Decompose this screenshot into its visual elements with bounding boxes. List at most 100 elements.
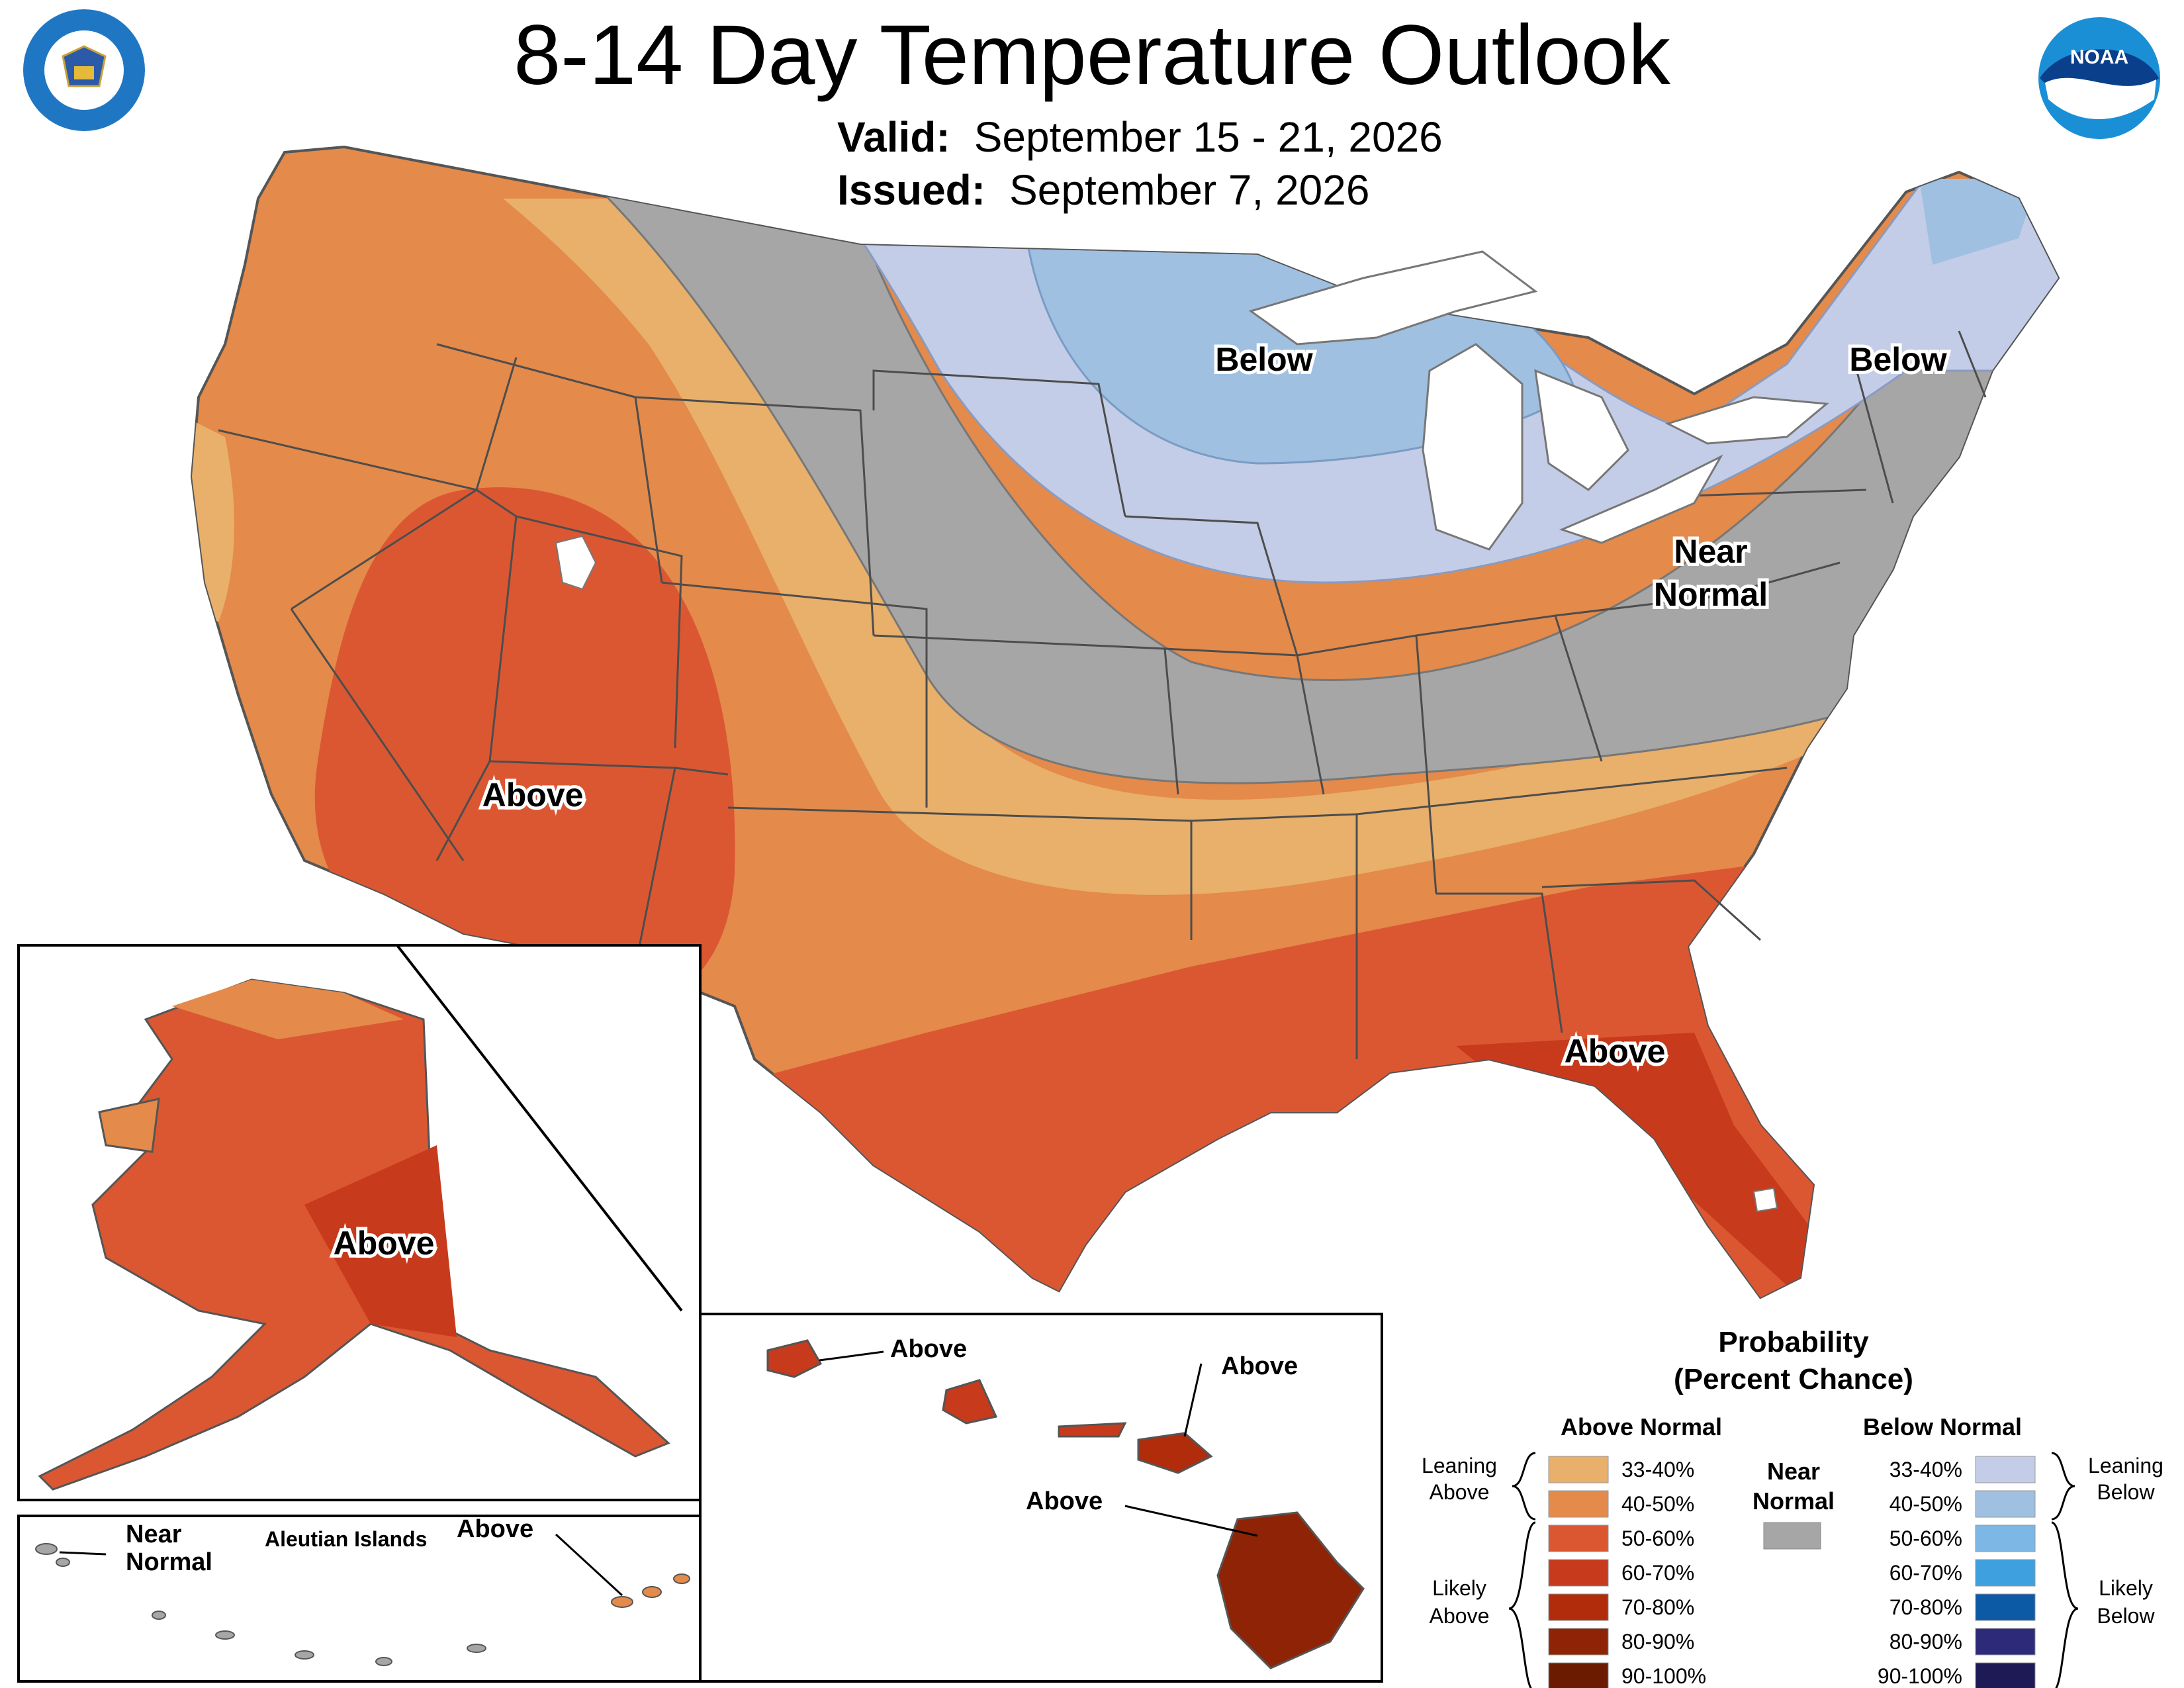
label-alaska-above: Above [334,1225,435,1262]
legend-near-heading-line1: Near [1767,1458,1820,1485]
likely-below-line2: Below [2097,1604,2155,1628]
legend-below-rows: 33-40% 40-50% 50-60% 60-70% 70-80% 80-90% 90-1… [1878,1456,2036,1688]
legend-above-swatch [1548,1456,1609,1483]
legend-above-swatch [1548,1559,1609,1587]
legend-below-label: 40-50% [1889,1492,1962,1516]
hawaii-label-kauai: Above [890,1335,967,1363]
state-boundaries [218,330,1987,1059]
legend-above-heading: Above Normal [1561,1413,1722,1440]
lake-okeechobee [1752,1187,1778,1213]
legend-below-swatch [1975,1490,2036,1518]
big-island-pointer [1124,1505,1258,1537]
aleutian-near-line2: Normal [126,1548,212,1576]
legend-above-label: 80-90% [1621,1630,1694,1654]
label-above-southeast: Above [1565,1033,1666,1070]
valid-line: Valid: September 15 - 21, 2026 [837,113,1443,162]
noaa-logo-icon: NOAA [2038,17,2160,139]
legend-below-label: 90-100% [1878,1664,1962,1688]
likely-below-line1: Likely [2099,1576,2153,1600]
aleutian-islands-title: Aleutian Islands [265,1527,427,1551]
label-near-normal-line2: Normal [1654,576,1768,613]
seward-peninsula [98,1098,160,1153]
label-near-normal-line1: Near [1674,533,1747,570]
issued-line: Issued: September 7, 2026 [837,165,1369,214]
department-of-commerce-seal-icon [23,9,145,131]
issued-date: September 7, 2026 [1009,166,1370,214]
legend-braces [1508,1452,2079,1688]
legend-above-swatch [1548,1593,1609,1621]
hawaii-label-maui: Above [1221,1352,1298,1380]
legend-below-swatch [1975,1524,2036,1552]
maui [1137,1432,1213,1474]
legend-below-swatch [1975,1628,2036,1656]
legend-above-swatch [1548,1524,1609,1552]
zone-below-40-50-maine [1919,179,2038,265]
legend-above-swatch [1548,1628,1609,1656]
legend-near-swatch [1763,1522,1821,1550]
aleutian-near-pointer [59,1551,107,1556]
leaning-above-line1: Leaning [1422,1454,1497,1477]
legend-below-swatch [1975,1662,2036,1688]
legend-below-label: 60-70% [1889,1561,1962,1585]
label-above-southwest: Above [482,776,584,814]
leaning-below-line1: Leaning [2088,1454,2163,1477]
molokai [1058,1422,1127,1438]
great-salt-lake [555,535,597,590]
oahu [942,1379,998,1425]
leaning-above-line2: Above [1430,1480,1490,1504]
issued-label: Issued: [837,166,986,214]
legend-below-label: 80-90% [1889,1630,1962,1654]
zone-above-50-60-southwest [314,487,735,1013]
label-below-midwest: Below [1215,341,1312,378]
likely-above-line1: Likely [1432,1576,1486,1600]
maui-pointer [1183,1363,1203,1437]
legend-title-line2: (Percent Chance) [1674,1363,1913,1395]
aleutian-above: Above [457,1515,533,1543]
legend-above-label: 50-60% [1621,1526,1694,1550]
likely-above-line2: Above [1430,1604,1490,1628]
legend-below-label: 50-60% [1889,1526,1962,1550]
legend-title-line1: Probability [1718,1326,1869,1358]
alaska-callout-line [396,944,683,1312]
page-title: 8-14 Day Temperature Outlook [514,8,1670,103]
legend: Probability (Percent Chance) Above Norma… [1422,1326,2163,1688]
label-below-northeast: Below [1849,341,1946,378]
zone-above-60-70-florida [1456,1033,1813,1297]
valid-dates: September 15 - 21, 2026 [974,113,1443,161]
legend-below-label: 33-40% [1889,1458,1962,1481]
hawaii-inset: Above Above Above [699,1313,1383,1683]
zone-leaning-above-plains [503,199,1919,895]
legend-above-swatch [1548,1490,1609,1518]
aleutian-near-line1: Near [126,1521,182,1548]
alaska-inset: Above Near Normal Aleutian Islands Above [17,944,702,1683]
aleutian-islands-east [611,1573,690,1608]
legend-below-label: 70-80% [1889,1595,1962,1619]
noaa-logo-text: NOAA [2070,46,2128,68]
kauai-pointer [819,1350,884,1362]
legend-below-swatch [1975,1593,2036,1621]
legend-below-heading: Below Normal [1863,1413,2022,1440]
legend-above-label: 70-80% [1621,1595,1694,1619]
kauai [766,1339,823,1378]
legend-above-swatch [1548,1662,1609,1688]
leaning-below-line2: Below [2097,1480,2155,1504]
alaska-zone-above-40-50 [172,980,404,1039]
legend-below-swatch [1975,1559,2036,1587]
legend-above-label: 40-50% [1621,1492,1694,1516]
zone-near-normal [592,183,2058,784]
zone-leaning-above-west-coast [192,410,234,622]
legend-above-label: 90-100% [1621,1664,1706,1688]
legend-above-label: 60-70% [1621,1561,1694,1585]
aleutian-islands [35,1543,486,1666]
aleutian-above-pointer [555,1533,623,1597]
valid-label: Valid: [837,113,950,161]
hawaii-label-big-island: Above [1026,1487,1103,1515]
legend-below-swatch [1975,1456,2036,1483]
big-island [1216,1511,1365,1669]
alaska-zone-above-60-70 [304,1145,457,1337]
legend-above-label: 33-40% [1621,1458,1694,1481]
legend-above-rows: 33-40% 40-50% 50-60% 60-70% 70-80% 80-90% 90-1… [1548,1456,1706,1688]
legend-near-heading-line2: Normal [1752,1487,1835,1515]
